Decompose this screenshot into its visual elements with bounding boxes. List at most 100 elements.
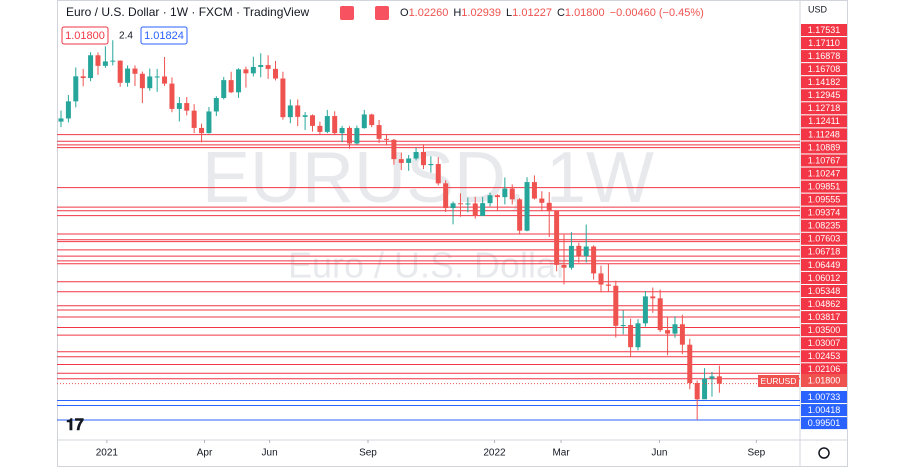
- level-label-box: [801, 167, 847, 180]
- candle-body: [317, 125, 323, 132]
- ohlc-value: 1.01227: [512, 7, 552, 19]
- alert-icon[interactable]: [340, 6, 354, 20]
- candle-body: [420, 151, 426, 166]
- candle-body: [361, 114, 367, 129]
- candle-body: [221, 80, 227, 99]
- x-tick-label: Jun: [262, 448, 278, 459]
- candle-body: [561, 264, 567, 268]
- level-label: 1.09374: [808, 208, 841, 218]
- last-price-label: 1.01800: [808, 375, 841, 385]
- candle-body: [457, 203, 463, 205]
- level-label-box: [801, 337, 847, 350]
- x-tick-label: 2022: [483, 448, 506, 459]
- level-label-box: [801, 391, 847, 403]
- candle-body: [73, 76, 79, 102]
- candle-body: [413, 151, 419, 159]
- level-label: 0.99501: [808, 418, 841, 428]
- candle-body: [162, 76, 168, 84]
- level-label-box: [801, 141, 847, 154]
- candle-body: [125, 68, 131, 83]
- candle-body: [709, 376, 715, 379]
- level-label-box: [801, 324, 847, 337]
- candle-body: [132, 68, 138, 74]
- level-label-box: [801, 102, 847, 115]
- candle-body: [531, 182, 537, 199]
- candle-body: [702, 378, 708, 400]
- candle-body: [228, 80, 234, 93]
- candle-body: [147, 76, 153, 89]
- candle-body: [280, 78, 286, 118]
- level-label: 1.06012: [808, 273, 841, 283]
- level-label: 1.09851: [808, 181, 841, 191]
- level-label-box: [801, 285, 847, 297]
- candle-body: [258, 65, 264, 67]
- candle-body: [554, 211, 560, 265]
- x-tick-label: Jun: [651, 448, 667, 459]
- level-label: 1.03500: [808, 325, 841, 335]
- candle-body: [88, 55, 94, 79]
- candle-body: [450, 203, 456, 209]
- buy-price: 1.01824: [144, 30, 184, 42]
- level-label: 1.12411: [808, 116, 840, 126]
- candle-body: [716, 376, 722, 384]
- level-label-box: [801, 76, 847, 89]
- level-label-box: [801, 350, 847, 363]
- candle-body: [310, 115, 316, 126]
- level-label-box: [801, 245, 847, 258]
- candle-body: [539, 198, 545, 203]
- ohlc-value: 1.02260: [409, 7, 449, 19]
- candle-body: [443, 183, 449, 209]
- currency-label: USD: [808, 4, 828, 14]
- candle-body: [117, 60, 123, 83]
- level-label-box: [801, 232, 847, 245]
- ohlc-value: 1.01800: [565, 7, 605, 19]
- level-label: 1.00418: [808, 405, 841, 415]
- frame: [57, 0, 848, 467]
- candle-body: [206, 111, 212, 134]
- candle-body: [605, 284, 611, 286]
- level-label: 1.06449: [808, 260, 841, 270]
- candle-body: [339, 127, 345, 134]
- candle-body: [687, 344, 693, 384]
- sell-price: 1.01800: [65, 30, 105, 42]
- candle-body: [169, 83, 175, 109]
- level-label: 1.11248: [808, 129, 840, 139]
- candle-body: [154, 76, 160, 78]
- candle-body: [679, 324, 685, 345]
- candle-body: [391, 139, 397, 160]
- candle-body: [406, 158, 412, 163]
- x-tick-label: Apr: [197, 448, 213, 459]
- candle-body: [199, 127, 205, 134]
- level-label: 1.10889: [808, 142, 841, 152]
- x-tick-label: 2021: [96, 448, 119, 459]
- buy-box[interactable]: [140, 26, 188, 45]
- level-label: 1.10247: [808, 168, 841, 178]
- x-tick-label: Mar: [552, 448, 570, 459]
- candle-body: [620, 325, 626, 327]
- level-label-box: [801, 363, 847, 376]
- settings-icon[interactable]: [818, 447, 830, 459]
- level-label-box: [801, 206, 847, 219]
- watermark-description: Euro / U.S. Dollar: [288, 245, 568, 286]
- candle-body: [613, 285, 619, 326]
- level-label: 1.07603: [808, 234, 841, 244]
- candle-body: [502, 188, 508, 198]
- level-label: 1.10767: [808, 155, 841, 165]
- candle-body: [324, 116, 330, 132]
- candle-body: [472, 203, 478, 216]
- candle-body: [524, 182, 530, 231]
- candle-body: [672, 324, 678, 334]
- candle-body: [139, 73, 145, 89]
- sell-box[interactable]: [61, 26, 109, 45]
- candle-body: [243, 69, 249, 74]
- level-label-box: [801, 219, 847, 232]
- candle-body: [287, 105, 293, 118]
- candle-body: [480, 203, 486, 216]
- x-tick-label: Sep: [747, 448, 765, 459]
- candle-body: [346, 127, 352, 144]
- candle-body: [509, 188, 515, 200]
- compare-icon[interactable]: [375, 6, 389, 20]
- level-label-box: [801, 417, 847, 430]
